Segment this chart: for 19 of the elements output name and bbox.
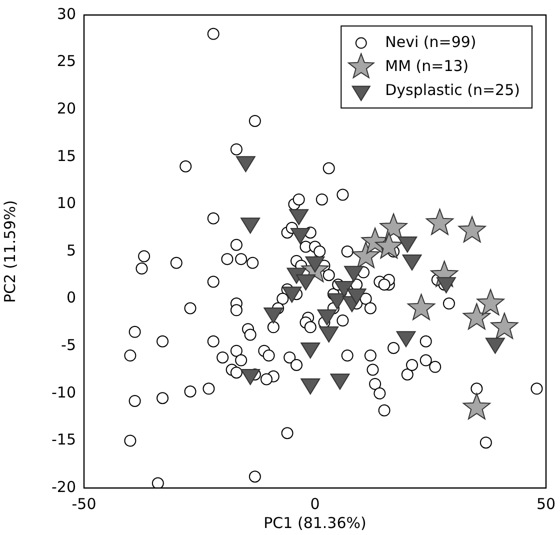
y-tick-label: -10 bbox=[52, 383, 76, 402]
y-tick-label: -20 bbox=[52, 478, 76, 496]
y-tick-label: 0 bbox=[66, 288, 76, 307]
y-tick-label: 15 bbox=[56, 146, 76, 165]
y-tick-label: 20 bbox=[56, 99, 76, 118]
legend-label: MM (n=13) bbox=[385, 56, 469, 75]
y-tick-label: 25 bbox=[56, 52, 76, 70]
x-tick-label: 0 bbox=[310, 494, 320, 513]
y-tick-label: 30 bbox=[56, 4, 76, 23]
y-axis-title: PC2 (11.59%) bbox=[0, 200, 19, 303]
x-tick-label: 50 bbox=[536, 494, 556, 513]
y-tick-label: 10 bbox=[56, 194, 76, 212]
legend-label: Nevi (n=99) bbox=[385, 32, 476, 51]
y-tick-label: -15 bbox=[52, 430, 76, 449]
x-tick-label: -50 bbox=[72, 494, 96, 513]
y-tick-label: -5 bbox=[61, 336, 76, 354]
x-axis-title: PC1 (81.36%) bbox=[264, 514, 366, 532]
y-tick-label: 5 bbox=[66, 241, 76, 260]
legend-label: Dysplastic (n=25) bbox=[385, 80, 520, 99]
